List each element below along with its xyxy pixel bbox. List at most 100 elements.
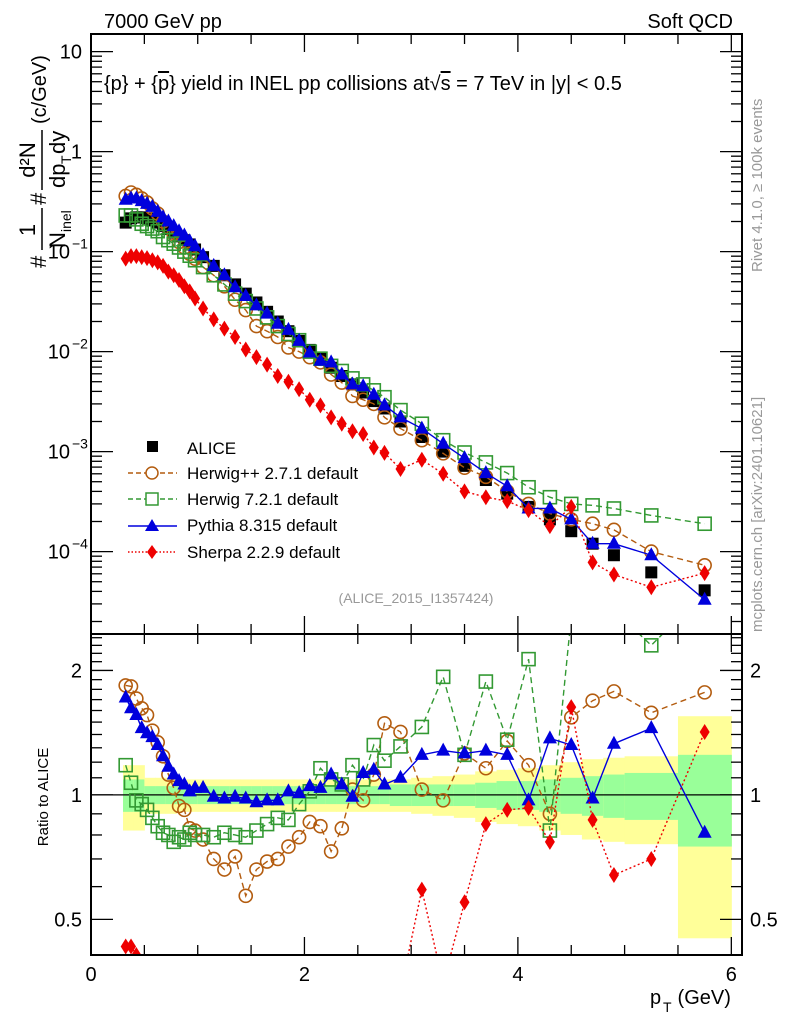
data-point-pythia — [238, 287, 253, 301]
data-point-sherpa — [336, 415, 347, 432]
data-point-ratio-pythia — [564, 737, 579, 751]
data-point-ratio-pythia — [166, 766, 181, 780]
data-point-pythia — [377, 397, 392, 411]
data-point-ratio-pythia — [457, 745, 472, 759]
data-point-sherpa — [608, 566, 619, 583]
data-point-pythia — [270, 315, 285, 329]
data-point-pythia — [356, 378, 371, 392]
main-series — [118, 185, 712, 605]
data-point-sherpa — [379, 444, 390, 461]
title-sqrt-arg: s — [441, 73, 451, 95]
data-point-sherpa — [230, 328, 241, 345]
data-point-ratio-pythia — [161, 758, 176, 772]
x-axis-label: p T (GeV) — [650, 987, 731, 1015]
data-point-sherpa — [283, 373, 294, 390]
data-point-pythia — [457, 450, 472, 464]
data-point-ratio-herwig7 — [393, 739, 408, 754]
data-point-pythia — [366, 386, 381, 400]
data-point-ratio-pythia — [156, 748, 171, 762]
data-point-ratio-herwigpp — [377, 715, 392, 731]
data-point-herwig7 — [139, 218, 155, 234]
y-tick-label: 10 — [48, 542, 70, 564]
data-point-ratio-herwig7 — [366, 737, 382, 753]
data-point-sherpa — [326, 409, 337, 426]
y-tick-label-exponent: −4 — [72, 536, 88, 552]
data-point-ratio-herwigpp — [281, 839, 296, 854]
ylabel-unit: (c/GeV) — [29, 55, 51, 124]
x-tick-label: 4 — [512, 964, 523, 986]
header-right: Soft QCD — [647, 11, 733, 33]
data-point-sherpa — [198, 300, 209, 317]
ylabel-hash2: # — [26, 192, 51, 205]
data-point-sherpa — [358, 426, 369, 442]
data-point-ratio-herwigpp — [393, 724, 408, 740]
data-point-herwigpp — [345, 388, 360, 404]
data-point-alice — [645, 566, 658, 579]
data-point-ratio-pythia — [196, 779, 211, 793]
data-point-ratio-pythia — [249, 794, 264, 808]
data-point-herwig7 — [123, 208, 139, 223]
data-point-ratio-pythia — [478, 742, 493, 756]
data-point-ratio-herwig7 — [521, 651, 536, 667]
data-point-pythia — [196, 247, 211, 261]
ylabel-den2-post: dy — [45, 131, 70, 154]
data-point-ratio-sherpa — [608, 867, 619, 884]
data-point-sherpa — [544, 518, 555, 535]
y-tick-label: 1 — [71, 142, 82, 164]
data-point-ratio-pythia — [366, 761, 381, 775]
y-tick-label: 10 — [48, 342, 70, 364]
data-point-pythia — [414, 420, 429, 434]
band-stat-uncertainty — [133, 779, 145, 812]
data-point-ratio-herwigpp — [585, 693, 600, 708]
data-point-ratio-pythia — [206, 788, 221, 802]
data-point-ratio-herwig7 — [499, 732, 515, 747]
data-point-herwig7 — [134, 216, 149, 232]
data-point-ratio-pythia — [270, 792, 285, 806]
data-point-sherpa — [208, 311, 219, 328]
data-point-pythia — [228, 279, 243, 293]
data-point-sherpa — [438, 465, 449, 482]
data-point-ratio-herwig7 — [227, 827, 243, 843]
y-tick-label: 10 — [48, 442, 70, 464]
ylabel-hash: # — [26, 255, 51, 268]
data-point-ratio-herwigpp — [435, 793, 451, 808]
analysis-id-label: (ALICE_2015_I1357424) — [339, 590, 494, 606]
series-line-pythia — [125, 197, 706, 601]
data-point-ratio-herwig7 — [377, 753, 392, 768]
legend-label-herwigpp: Herwig++ 2.7.1 default — [187, 464, 358, 483]
legend-marker-herwig7 — [145, 492, 159, 506]
data-point-sherpa — [566, 498, 577, 515]
data-point-ratio-herwig7 — [171, 829, 187, 845]
data-point-ratio-herwigpp — [123, 679, 139, 694]
y-tick-label: 10 — [48, 242, 70, 264]
data-point-ratio-sherpa — [502, 801, 513, 818]
ylabel-den1: N — [45, 232, 70, 248]
data-point-ratio-herwig7 — [118, 757, 133, 773]
data-point-ratio-sherpa — [480, 816, 491, 833]
data-point-ratio-herwigpp — [606, 684, 622, 699]
band-stat-uncertainty — [123, 779, 135, 812]
legend-label-herwig7: Herwig 7.2.1 default — [187, 490, 338, 509]
data-point-ratio-sherpa — [646, 850, 657, 867]
data-point-herwigpp — [585, 516, 600, 532]
data-point-ratio-herwigpp — [206, 851, 222, 867]
data-point-pythia — [585, 535, 600, 549]
data-point-ratio-pythia — [145, 729, 160, 743]
rivet-version-label: Rivet 4.1.0, ≥ 100k events — [749, 99, 766, 272]
data-point-sherpa — [251, 349, 262, 366]
data-point-sherpa — [126, 248, 137, 265]
data-point-ratio-sherpa — [131, 947, 142, 955]
y-tick-label-exponent: −3 — [72, 436, 88, 452]
data-point-ratio-pythia — [177, 776, 192, 790]
data-point-sherpa — [368, 439, 379, 456]
data-point-sherpa — [347, 423, 358, 440]
legend-item-herwig7: Herwig 7.2.1 default — [128, 490, 338, 509]
data-point-ratio-sherpa — [523, 799, 534, 816]
data-point-sherpa — [502, 493, 513, 510]
data-point-ratio-sherpa — [699, 723, 710, 740]
data-point-alice — [698, 584, 711, 597]
data-point-pythia — [564, 511, 579, 525]
data-point-ratio-herwig7 — [313, 760, 328, 776]
data-point-ratio-herwigpp — [697, 685, 712, 700]
